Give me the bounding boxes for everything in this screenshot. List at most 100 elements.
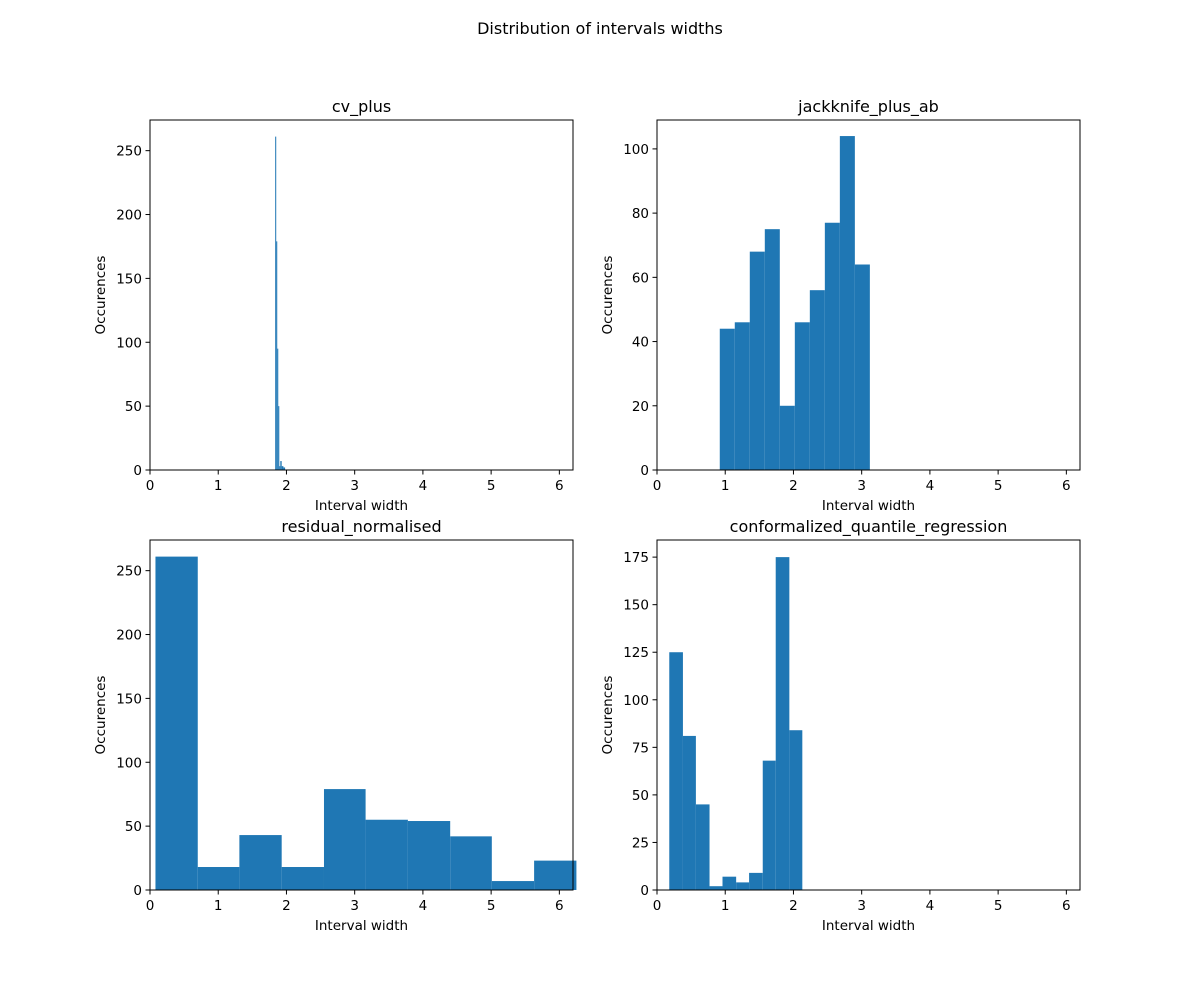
histogram-bar-residual-normalised-8 — [491, 881, 535, 890]
x-tick-label: 3 — [857, 898, 866, 914]
x-tick-label: 2 — [282, 898, 291, 914]
x-tick-label: 0 — [146, 898, 155, 914]
x-tick-label: 4 — [419, 478, 428, 494]
subplot-title: conformalized_quantile_regression — [730, 517, 1008, 537]
histogram-bar-conformalized-quantile-regression-0 — [669, 652, 683, 890]
x-tick-label: 6 — [555, 478, 564, 494]
histogram-bar-jackknife-plus-ab-9 — [854, 264, 870, 470]
histogram-bar-residual-normalised-3 — [281, 867, 324, 890]
x-tick-label: 6 — [1062, 898, 1071, 914]
axes-frame-residual-normalised — [149, 539, 574, 891]
histogram-bar-residual-normalised-2 — [239, 835, 282, 890]
subplot-cv-plus: 0 1 2 3 4 5 6 0 50 100 150 200 250 cv_plus Interval wi… — [93, 97, 574, 514]
figure-title: Distribution of intervals widths — [477, 19, 723, 38]
histogram-bar-jackknife-plus-ab-7 — [824, 222, 840, 470]
y-tick-label: 100 — [116, 755, 142, 771]
x-tick-label: 6 — [555, 898, 564, 914]
histogram-bar-conformalized-quantile-regression-8 — [775, 557, 790, 890]
y-axis-label: Occurences — [93, 256, 109, 335]
x-tick-label: 6 — [1062, 478, 1071, 494]
y-tick-label: 250 — [116, 564, 142, 580]
histogram-bar-cv-plus-2 — [277, 348, 279, 470]
histogram-bar-residual-normalised-7 — [450, 836, 492, 890]
x-tick-label: 0 — [146, 478, 155, 494]
y-tick-label: 125 — [623, 645, 649, 661]
y-tick-label: 100 — [116, 335, 142, 351]
axes-frame-conformalized-quantile-regression — [656, 539, 1081, 891]
subplot-title: residual_normalised — [281, 517, 441, 537]
x-tick-label: 4 — [926, 478, 935, 494]
x-axis-label: Interval width — [822, 918, 915, 934]
x-tick-label: 3 — [350, 478, 359, 494]
x-tick-label: 0 — [653, 898, 662, 914]
x-tick-label: 2 — [789, 898, 798, 914]
y-tick-label: 150 — [116, 691, 142, 707]
histogram-bar-residual-normalised-6 — [407, 821, 451, 890]
axes-frame-cv-plus — [149, 119, 574, 471]
y-tick-label: 75 — [632, 740, 649, 756]
histogram-bar-cv-plus-7 — [283, 467, 286, 470]
y-tick-label: 60 — [632, 270, 649, 286]
histogram-bar-cv-plus-3 — [278, 406, 280, 470]
histogram-bar-jackknife-plus-ab-4 — [779, 405, 795, 470]
x-tick-label: 5 — [994, 478, 1003, 494]
histogram-bar-conformalized-quantile-regression-2 — [695, 804, 710, 890]
histogram-bar-cv-plus-5 — [280, 461, 282, 470]
y-tick-label: 150 — [116, 271, 142, 287]
y-tick-label: 150 — [623, 598, 649, 614]
y-tick-label: 0 — [640, 883, 649, 899]
x-tick-label: 2 — [282, 478, 291, 494]
subplot-title: jackknife_plus_ab — [797, 97, 939, 117]
x-tick-label: 5 — [994, 898, 1003, 914]
histogram-bar-conformalized-quantile-regression-5 — [736, 882, 750, 890]
axes-frame-jackknife-plus-ab — [656, 119, 1081, 471]
histogram-bar-conformalized-quantile-regression-4 — [722, 876, 737, 890]
y-tick-label: 0 — [640, 463, 649, 479]
y-tick-label: 40 — [632, 335, 649, 351]
y-axis-label: Occurences — [600, 676, 616, 755]
histogram-bar-jackknife-plus-ab-6 — [809, 290, 825, 470]
histogram-bar-residual-normalised-1 — [197, 867, 240, 890]
histogram-bar-jackknife-plus-ab-5 — [794, 322, 810, 470]
histogram-bar-jackknife-plus-ab-2 — [749, 251, 765, 470]
histogram-bar-conformalized-quantile-regression-6 — [749, 872, 763, 890]
histogram-bar-conformalized-quantile-regression-1 — [682, 735, 696, 890]
x-tick-label: 4 — [926, 898, 935, 914]
subplot-title: cv_plus — [332, 97, 391, 117]
subplot-conformalized-quantile-regression: 0 1 2 3 4 5 6 0 25 50 75 100 125 150 175 conformalized_… — [600, 517, 1081, 934]
histogram-bar-residual-normalised-9 — [534, 860, 577, 890]
y-tick-label: 0 — [133, 883, 142, 899]
y-tick-label: 50 — [632, 788, 649, 804]
histogram-bar-jackknife-plus-ab-8 — [839, 136, 855, 470]
subplot-residual-normalised: 0 1 2 3 4 5 6 0 50 100 150 200 250 residual_normalise… — [93, 517, 577, 934]
x-tick-label: 1 — [214, 478, 223, 494]
y-tick-label: 50 — [125, 819, 142, 835]
y-tick-label: 175 — [623, 550, 649, 566]
x-tick-label: 3 — [350, 898, 359, 914]
histogram-bar-conformalized-quantile-regression-7 — [762, 760, 776, 890]
x-tick-label: 3 — [857, 478, 866, 494]
histogram-bar-jackknife-plus-ab-1 — [734, 322, 750, 470]
y-tick-label: 250 — [116, 144, 142, 160]
y-tick-label: 100 — [623, 142, 649, 158]
histogram-bar-residual-normalised-5 — [365, 819, 408, 890]
y-tick-label: 25 — [632, 835, 649, 851]
x-tick-label: 2 — [789, 478, 798, 494]
x-axis-label: Interval width — [315, 498, 408, 514]
y-tick-label: 200 — [116, 208, 142, 224]
histogram-bar-cv-plus-6 — [281, 466, 284, 470]
x-axis-label: Interval width — [315, 918, 408, 934]
histogram-bar-jackknife-plus-ab-0 — [719, 328, 735, 470]
histogram-bar-residual-normalised-0 — [155, 556, 198, 890]
x-tick-label: 4 — [419, 898, 428, 914]
histogram-bar-conformalized-quantile-regression-9 — [789, 730, 803, 890]
y-tick-label: 200 — [116, 628, 142, 644]
histogram-bar-jackknife-plus-ab-3 — [764, 229, 780, 470]
y-tick-label: 0 — [133, 463, 142, 479]
y-tick-label: 50 — [125, 399, 142, 415]
histogram-bar-conformalized-quantile-regression-3 — [709, 886, 723, 890]
x-tick-label: 1 — [721, 478, 730, 494]
